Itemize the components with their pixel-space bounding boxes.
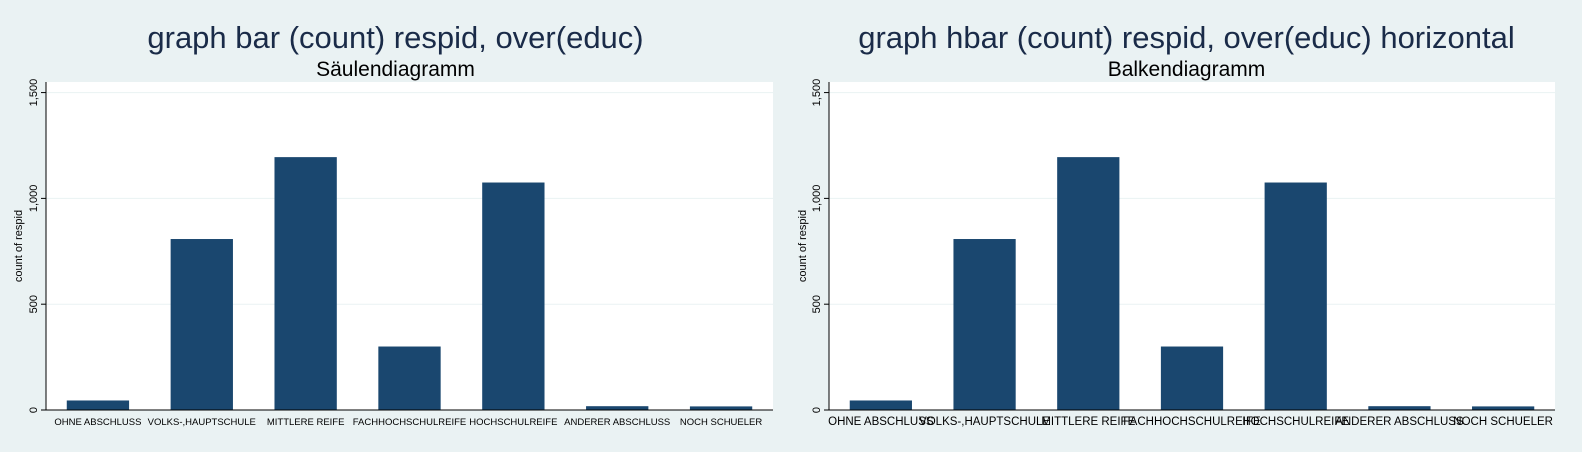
x-tick-label: OHNE ABSCHLUSS bbox=[54, 417, 141, 428]
bar bbox=[170, 239, 233, 410]
x-tick-label: HOCHSCHULREIFE bbox=[1242, 416, 1349, 428]
x-tick-label: NOCH SCHUELER bbox=[680, 417, 762, 428]
bar bbox=[1368, 406, 1431, 410]
bar bbox=[1472, 406, 1535, 410]
x-tick-label: VOLKS-,HAUPTSCHULE bbox=[148, 417, 256, 428]
bar-chart-left: OHNE ABSCHLUSS VOLKS-,HAUPTSCHULE MITTLERE… bbox=[13, 79, 773, 428]
x-tick-label: OHNE ABSCHLUSS bbox=[828, 416, 934, 428]
x-tick-label: ANDERER ABSCHLUSS bbox=[1335, 416, 1464, 428]
y-tick-label: 0 bbox=[28, 407, 40, 413]
y-axis-title: count of respid bbox=[797, 210, 809, 282]
chart-subtitle: Säulendiagramm bbox=[316, 58, 475, 81]
y-tick-label: 1,500 bbox=[28, 79, 40, 107]
bar bbox=[953, 239, 1016, 410]
x-tick-label: FACHHOCHSCHULREIFE bbox=[353, 417, 467, 428]
y-tick-label: 1,500 bbox=[811, 79, 823, 107]
x-tick-label: ANDERER ABSCHLUSS bbox=[564, 417, 670, 428]
y-tick-label: 0 bbox=[811, 407, 823, 413]
chart-subtitle: Balkendiagramm bbox=[1107, 58, 1266, 81]
bar-chart-right: OHNE ABSCHLUSSVOLKS-,HAUPTSCHULEMITTLERE… bbox=[797, 79, 1555, 428]
bar bbox=[274, 157, 337, 410]
bar bbox=[1264, 182, 1327, 410]
chart-panel-left: graph bar (count) respid, over(educ) Säu… bbox=[13, 20, 773, 428]
y-tick-label: 1,000 bbox=[28, 185, 40, 213]
x-tick-label: MITTLERE REIFE bbox=[267, 417, 345, 428]
x-tick-label: MITTLERE REIFE bbox=[1041, 416, 1135, 428]
bar bbox=[482, 182, 545, 410]
x-tick-label: NOCH SCHUELER bbox=[1453, 416, 1553, 428]
chart-title: graph hbar (count) respid, over(educ) ho… bbox=[858, 20, 1515, 55]
chart-panel-right: graph hbar (count) respid, over(educ) ho… bbox=[791, 0, 1582, 452]
y-tick-label: 1,000 bbox=[811, 185, 823, 213]
bar bbox=[1160, 346, 1224, 410]
x-tick-label: HOCHSCHULREIFE bbox=[469, 417, 557, 428]
bar bbox=[378, 346, 441, 410]
bar bbox=[1057, 157, 1120, 410]
bar bbox=[586, 406, 649, 410]
y-tick-label: 500 bbox=[811, 295, 823, 313]
chart-title: graph bar (count) respid, over(educ) bbox=[147, 20, 644, 55]
bar bbox=[849, 400, 912, 410]
bar bbox=[689, 406, 753, 410]
x-tick-label: FACHHOCHSCHULREIFE bbox=[1123, 416, 1261, 428]
x-tick-label: VOLKS-,HAUPTSCHULE bbox=[919, 416, 1050, 428]
y-axis-title: count of respid bbox=[13, 210, 25, 282]
bar bbox=[66, 400, 130, 410]
y-tick-label: 500 bbox=[28, 295, 40, 313]
